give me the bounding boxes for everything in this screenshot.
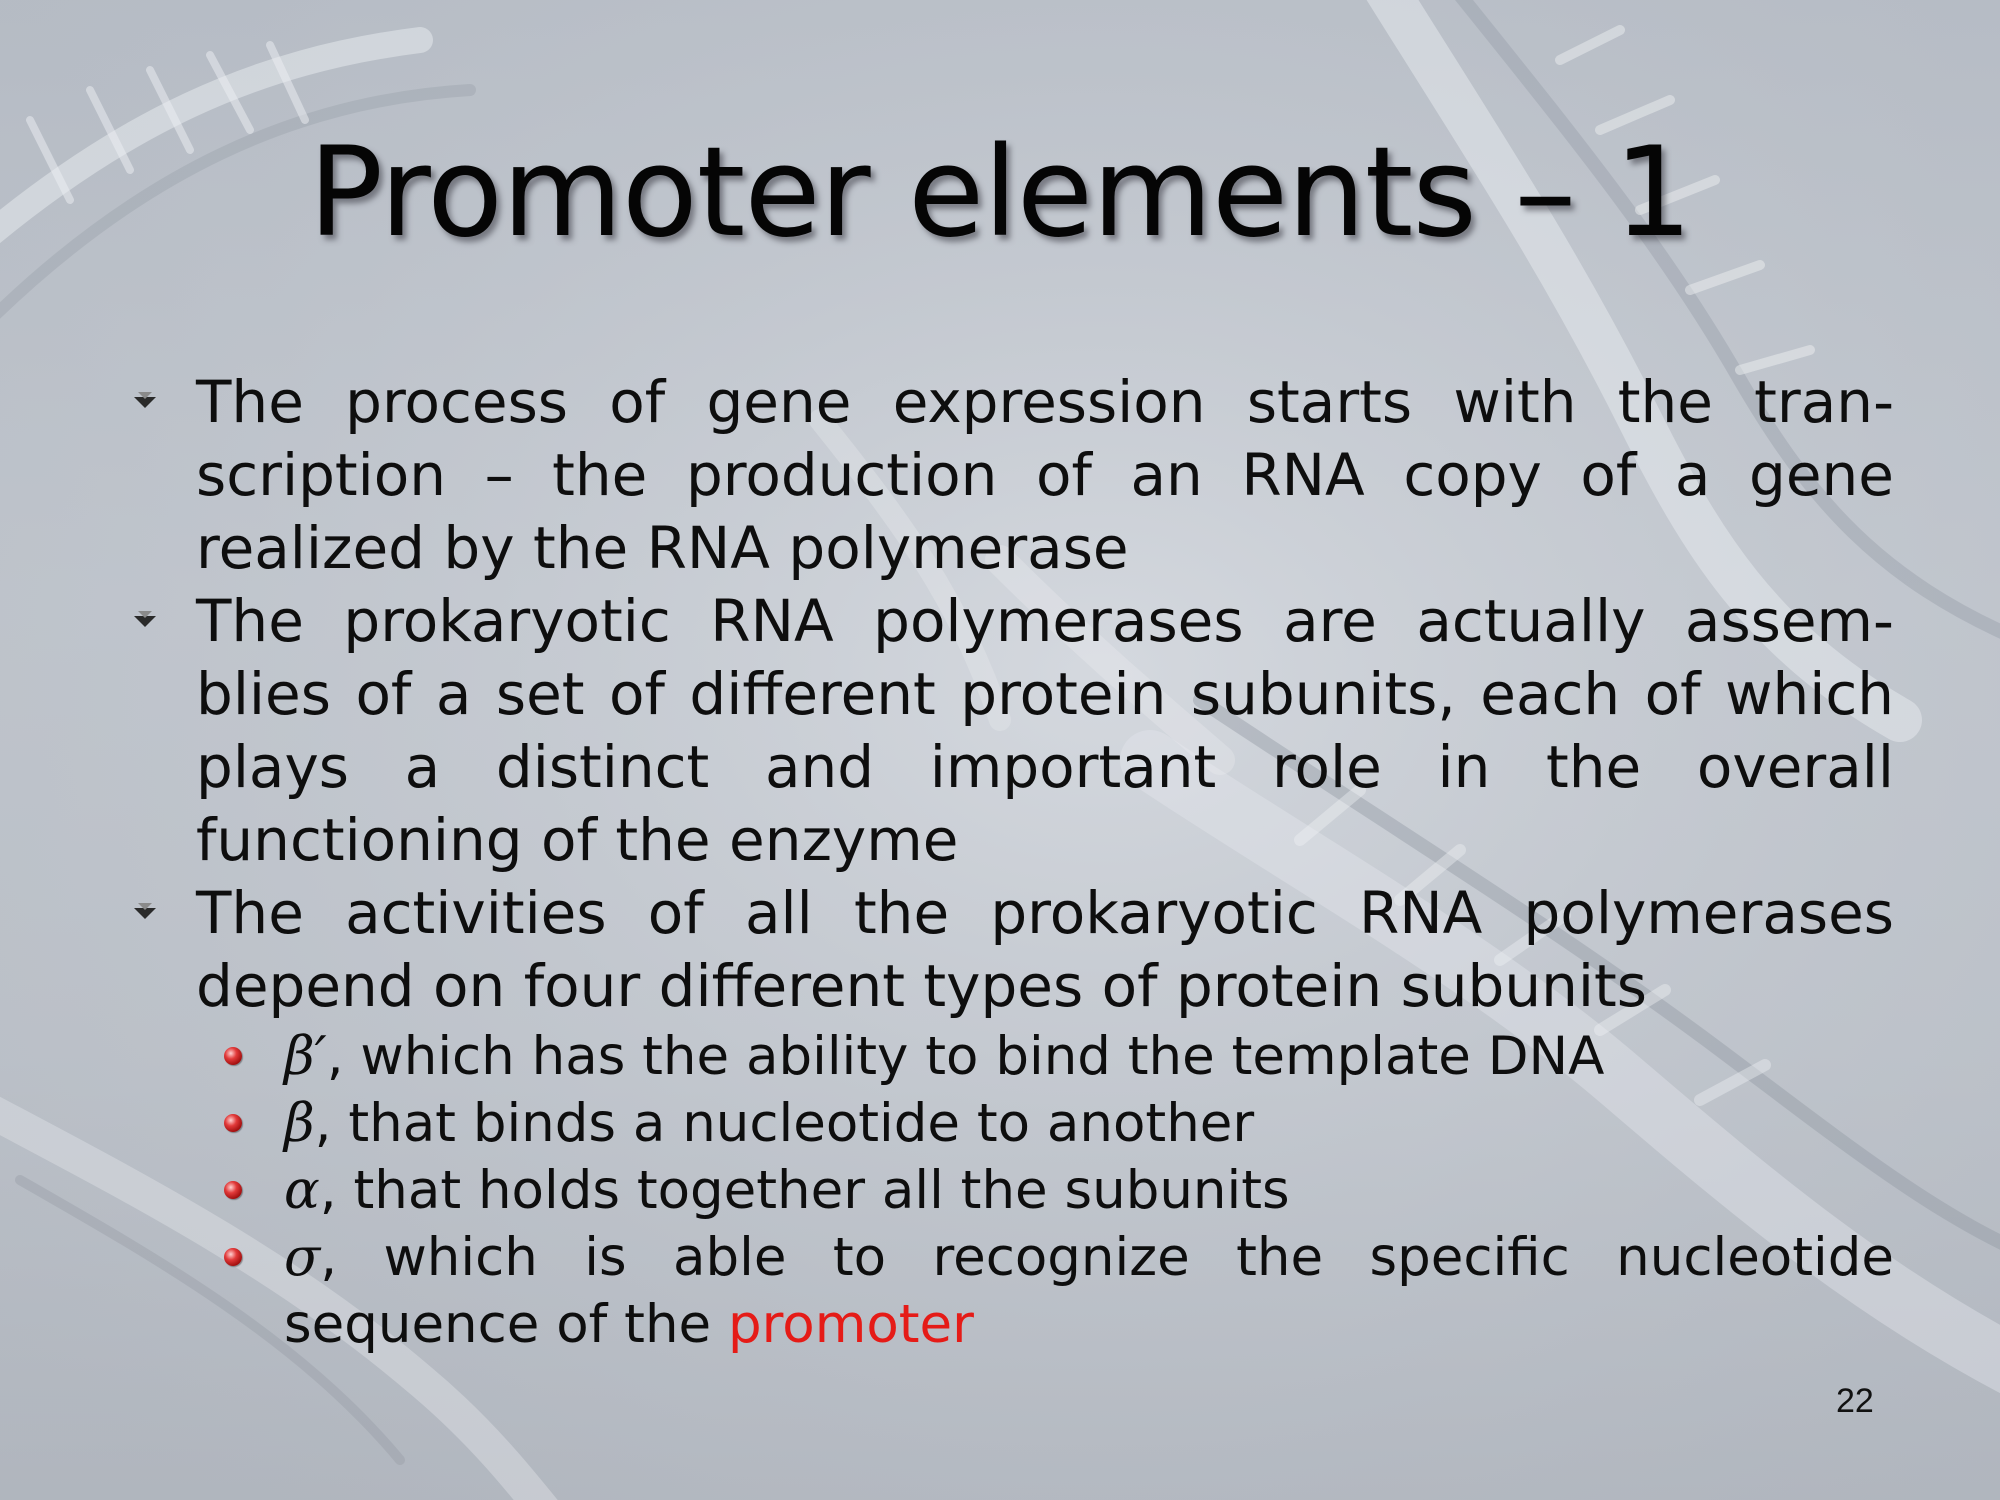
highlighted-term: promoter — [728, 1294, 974, 1355]
sub-bullet-text: , which is able to recognize the specifi… — [284, 1227, 1894, 1355]
bullet-marker-icon — [134, 903, 156, 919]
bullet-list: The process of gene expression starts wi… — [134, 366, 1894, 1358]
sub-bullet-item: β′, which has the ability to bind the te… — [224, 1023, 1894, 1090]
slide-title: Promoter elements – 1 — [308, 121, 1692, 265]
bullet-item: The activities of all the prokaryotic RN… — [134, 877, 1894, 1023]
red-ball-bullet-icon — [224, 1181, 242, 1199]
bullet-marker-icon — [134, 611, 156, 627]
sub-bullet-text: , that holds together all the subunits — [319, 1160, 1290, 1221]
bullet-text: The activities of all the prokaryotic RN… — [196, 879, 1894, 1020]
bullet-item: The process of gene expression starts wi… — [134, 366, 1894, 585]
sub-bullet-item: σ, which is able to recognize the specif… — [224, 1224, 1894, 1358]
greek-symbol: β — [284, 1093, 315, 1154]
bullet-item: The prokaryotic RNA polymerases are actu… — [134, 585, 1894, 877]
bullet-text: The process of gene expression starts wi… — [196, 368, 1894, 582]
red-ball-bullet-icon — [224, 1248, 242, 1266]
sub-bullet-item: α, that holds together all the subunits — [224, 1157, 1894, 1224]
red-ball-bullet-icon — [224, 1047, 242, 1065]
red-ball-bullet-icon — [224, 1114, 242, 1132]
greek-symbol: α — [284, 1160, 320, 1221]
sub-bullet-text: , that binds a nucleotide to another — [314, 1093, 1255, 1154]
sub-bullet-item: β, that binds a nucleotide to another — [224, 1090, 1894, 1157]
page-number: 22 — [1836, 1382, 1874, 1420]
greek-symbol: β′ — [284, 1026, 327, 1087]
bullet-marker-icon — [134, 392, 156, 408]
greek-symbol: σ — [284, 1227, 321, 1288]
sub-bullet-list: β′, which has the ability to bind the te… — [224, 1023, 1894, 1358]
bullet-text: The prokaryotic RNA polymerases are actu… — [196, 587, 1894, 874]
sub-bullet-text: , which has the ability to bind the temp… — [326, 1026, 1605, 1087]
